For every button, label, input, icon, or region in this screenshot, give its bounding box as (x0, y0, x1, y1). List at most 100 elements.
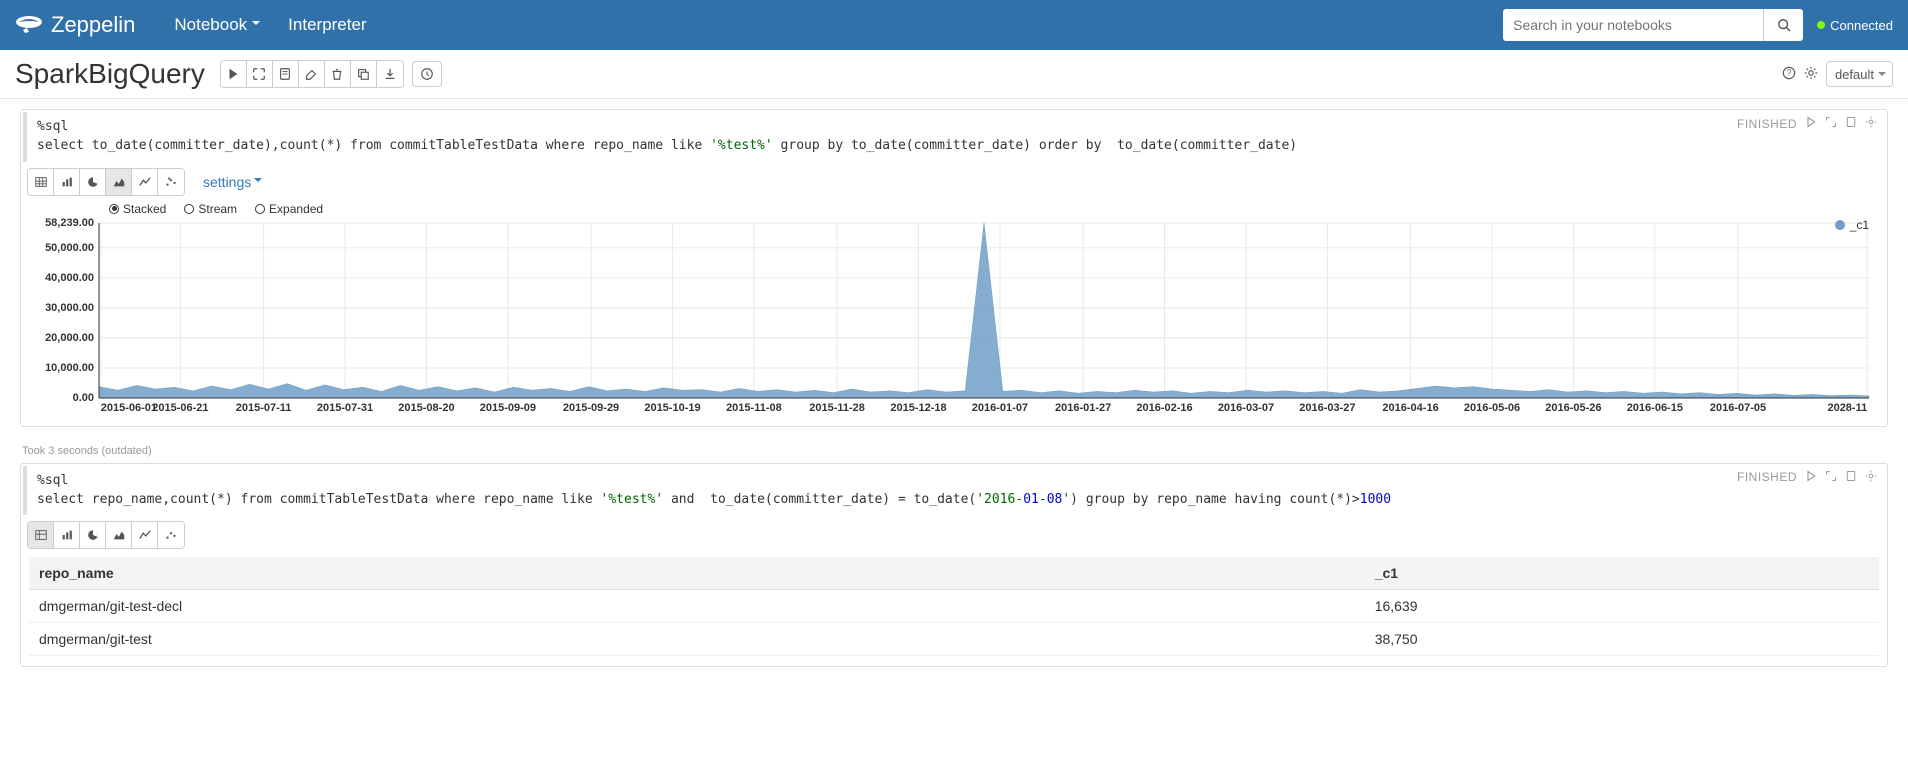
zeppelin-logo-icon (15, 14, 43, 36)
table-header[interactable]: repo_name (29, 557, 1365, 590)
chevron-down-icon (254, 178, 262, 186)
delete-note-button[interactable] (325, 61, 351, 87)
svg-text:2016-03-27: 2016-03-27 (1299, 402, 1355, 414)
eraser-icon (304, 67, 318, 81)
schedule-button[interactable] (412, 61, 442, 87)
svg-text:10,000.00: 10,000.00 (45, 362, 94, 374)
bar-chart-icon (60, 528, 74, 542)
table-cell: dmgerman/git-test (29, 623, 1365, 656)
hide-editor-button[interactable] (1825, 470, 1837, 485)
interpreter-binding-button[interactable] (1804, 66, 1818, 83)
viz-pie-button[interactable] (80, 169, 106, 195)
hide-output-button[interactable] (1845, 470, 1857, 485)
shortcuts-button[interactable]: ? (1782, 66, 1796, 83)
play-icon (1805, 116, 1817, 128)
code-line-2: select to_date(committer_date),count(*) … (37, 138, 1297, 153)
radio-icon (184, 204, 194, 214)
keyboard-icon: ? (1782, 66, 1796, 80)
mode-expanded[interactable]: Expanded (255, 202, 323, 216)
area-chart-icon (112, 528, 126, 542)
expand-icon (252, 67, 266, 81)
brand-text: Zeppelin (51, 12, 135, 38)
paragraph-2: FINISHED %sql select repo_name,count(*) … (20, 463, 1888, 668)
export-note-button[interactable] (377, 61, 403, 87)
viz-area-button[interactable] (106, 169, 132, 195)
viz-scatter-button[interactable] (158, 169, 184, 195)
nav-notebook-label: Notebook (174, 15, 247, 35)
legend-dot-icon (1835, 220, 1845, 230)
svg-text:2015-09-09: 2015-09-09 (480, 402, 536, 414)
svg-text:2016-02-16: 2016-02-16 (1136, 402, 1192, 414)
svg-text:40,000.00: 40,000.00 (45, 271, 94, 283)
trash-icon (330, 67, 344, 81)
svg-text:2028-11: 2028-11 (1827, 402, 1867, 414)
svg-text:2015-10-19: 2015-10-19 (644, 402, 700, 414)
hide-output-button[interactable] (1845, 116, 1857, 131)
paragraph-1-code[interactable]: %sql select to_date(committer_date),coun… (23, 112, 1885, 162)
svg-text:2016-05-26: 2016-05-26 (1545, 402, 1601, 414)
viz-table-button[interactable] (28, 169, 54, 195)
svg-text:2015-06-21: 2015-06-21 (152, 402, 208, 414)
viz-table-button[interactable] (28, 522, 54, 548)
gear-icon (1865, 470, 1877, 482)
viz-bar-button[interactable] (54, 169, 80, 195)
search-button[interactable] (1763, 9, 1803, 41)
run-paragraph-button[interactable] (1805, 116, 1817, 131)
clone-note-button[interactable] (351, 61, 377, 87)
expand-icon (1825, 116, 1837, 128)
gear-icon (1865, 116, 1877, 128)
book-icon (278, 67, 292, 81)
svg-text:2015-07-31: 2015-07-31 (317, 402, 373, 414)
paragraph-2-status-bar: FINISHED (1737, 470, 1877, 485)
viz-pie-button[interactable] (80, 522, 106, 548)
area-chart-icon (112, 175, 126, 189)
status-label: Connected (1830, 18, 1893, 33)
gear-icon (1804, 66, 1818, 80)
paragraph-2-viz-toolbar (21, 517, 1887, 551)
paragraph-settings-button[interactable] (1865, 470, 1877, 485)
run-all-button[interactable] (221, 61, 247, 87)
notebook-title[interactable]: SparkBigQuery (15, 58, 205, 90)
search-wrap (1503, 9, 1803, 41)
permissions-label: default (1835, 67, 1874, 82)
chevron-down-icon (252, 21, 260, 29)
search-icon (1777, 18, 1791, 32)
show-hide-code-button[interactable] (247, 61, 273, 87)
paragraph-2-code[interactable]: %sql select repo_name,count(*) from comm… (23, 466, 1885, 516)
viz-scatter-button[interactable] (158, 522, 184, 548)
chart-legend[interactable]: _c1 (1835, 218, 1869, 232)
svg-text:2016-07-05: 2016-07-05 (1710, 402, 1766, 414)
status-dot-icon (1817, 21, 1825, 29)
paragraph-1-status: FINISHED (1737, 117, 1797, 131)
svg-text:50,000.00: 50,000.00 (45, 241, 94, 253)
navbar: Zeppelin Notebook Interpreter Connected (0, 0, 1908, 50)
mode-stream[interactable]: Stream (184, 202, 237, 216)
svg-text:2016-05-06: 2016-05-06 (1464, 402, 1520, 414)
show-hide-output-button[interactable] (273, 61, 299, 87)
table-header[interactable]: _c1 (1365, 557, 1879, 590)
clear-output-button[interactable] (299, 61, 325, 87)
viz-line-button[interactable] (132, 522, 158, 548)
nav-interpreter[interactable]: Interpreter (274, 15, 380, 35)
svg-text:2015-11-08: 2015-11-08 (726, 402, 782, 414)
paragraph-1-status-bar: FINISHED (1737, 116, 1877, 131)
svg-text:20,000.00: 20,000.00 (45, 332, 94, 344)
search-input[interactable] (1503, 9, 1763, 41)
notebook-header: SparkBigQuery ? default (0, 50, 1908, 99)
viz-bar-button[interactable] (54, 522, 80, 548)
svg-text:0.00: 0.00 (73, 392, 94, 404)
viz-area-button[interactable] (106, 522, 132, 548)
svg-text:2016-06-15: 2016-06-15 (1627, 402, 1683, 414)
permissions-select[interactable]: default (1826, 61, 1893, 87)
paragraph-1: FINISHED %sql select to_date(committer_d… (20, 109, 1888, 427)
hide-editor-button[interactable] (1825, 116, 1837, 131)
svg-text:58,239.00: 58,239.00 (45, 218, 94, 229)
paragraph-settings-button[interactable] (1865, 116, 1877, 131)
viz-settings-link[interactable]: settings (203, 174, 262, 190)
table-row: dmgerman/git-test38,750 (29, 623, 1879, 656)
run-paragraph-button[interactable] (1805, 470, 1817, 485)
viz-line-button[interactable] (132, 169, 158, 195)
brand[interactable]: Zeppelin (15, 12, 135, 38)
mode-stacked[interactable]: Stacked (109, 202, 166, 216)
nav-notebook[interactable]: Notebook (160, 15, 274, 35)
